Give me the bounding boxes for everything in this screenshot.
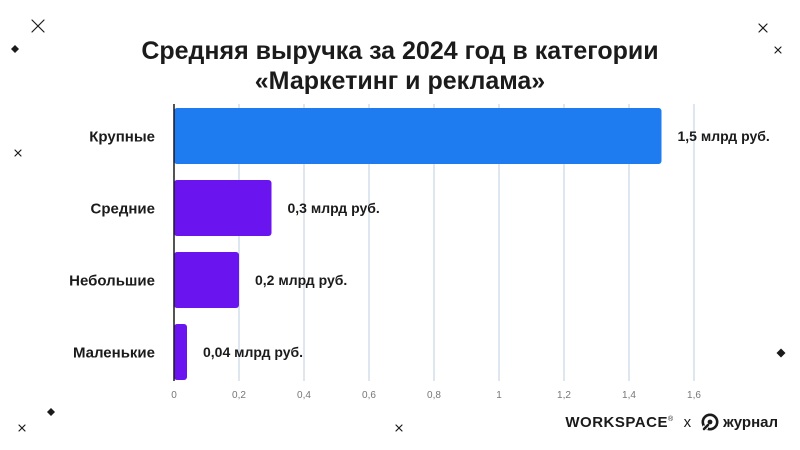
data-labels: 1,5 млрд руб. 0,3 млрд руб. 0,2 млрд руб. 0… xyxy=(203,128,770,360)
workspace-logo-text: WORKSPACE® xyxy=(565,414,673,431)
category-label: Небольшие xyxy=(69,273,155,290)
category-label: Маленькие xyxy=(73,345,155,362)
bar xyxy=(174,324,187,380)
category-label: Крупные xyxy=(89,129,155,146)
data-label: 0,3 млрд руб. xyxy=(288,200,380,216)
x-tick-label: 0,2 xyxy=(232,390,246,401)
journal-logo-label: журнал xyxy=(723,413,778,431)
x-tick-label: 0 xyxy=(171,390,177,401)
chart-bars xyxy=(174,108,662,380)
x-tick-label: 0,8 xyxy=(427,390,441,401)
registered-mark: ® xyxy=(667,415,674,423)
x-tick-label: 1,2 xyxy=(557,390,571,401)
journal-logo-icon xyxy=(701,413,719,431)
diamond-icon xyxy=(47,408,55,416)
sparkle-icon xyxy=(758,23,768,33)
bar xyxy=(174,252,239,308)
chart-title-line-1: Средняя выручка за 2024 год в категории xyxy=(141,37,659,65)
sparkle-icon xyxy=(14,149,22,157)
category-label: Средние xyxy=(91,201,155,218)
journal-logo: журнал xyxy=(701,413,778,431)
data-label: 1,5 млрд руб. xyxy=(678,128,770,144)
x-tick-label: 1,4 xyxy=(622,390,636,401)
decorations xyxy=(11,19,786,432)
diamond-icon xyxy=(776,348,786,358)
footer-brand: WORKSPACE® x журнал xyxy=(565,409,778,435)
sparkle-icon xyxy=(774,46,782,54)
category-labels: Крупные Средние Небольшие Маленькие xyxy=(69,129,155,362)
data-label: 0,04 млрд руб. xyxy=(203,344,303,360)
x-tick-label: 1,6 xyxy=(687,390,701,401)
diamond-icon xyxy=(11,45,19,53)
bar xyxy=(174,180,272,236)
workspace-logo-label: WORKSPACE xyxy=(565,413,668,431)
data-label: 0,2 млрд руб. xyxy=(255,272,347,288)
x-tick-label: 1 xyxy=(496,390,502,401)
x-axis-ticks: 0 0,2 0,4 0,6 0,8 1 1,2 1,4 1,6 xyxy=(171,390,701,401)
x-tick-label: 0,4 xyxy=(297,390,311,401)
brand-separator: x xyxy=(683,413,692,431)
x-tick-label: 0,6 xyxy=(362,390,376,401)
chart-title-line-2: «Маркетинг и реклама» xyxy=(254,67,546,95)
chart-title: Средняя выручка за 2024 год в категории … xyxy=(0,36,800,96)
sparkle-icon xyxy=(395,424,403,432)
sparkle-icon xyxy=(31,19,45,33)
bar xyxy=(174,108,662,164)
sparkle-icon xyxy=(18,424,26,432)
